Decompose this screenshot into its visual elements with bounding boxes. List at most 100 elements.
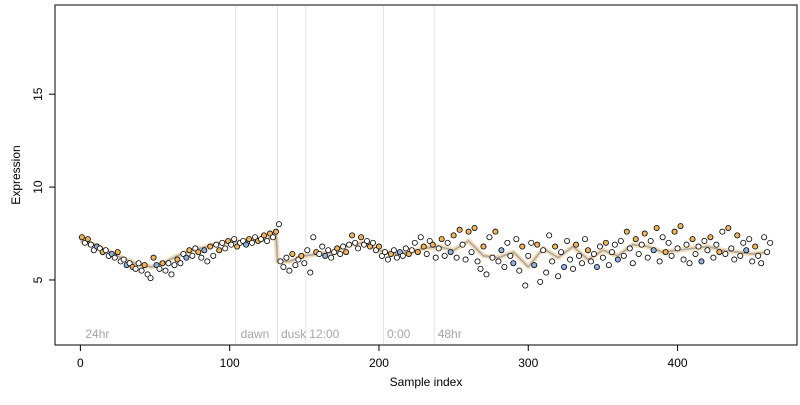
data-point bbox=[275, 221, 282, 228]
data-point bbox=[740, 239, 747, 246]
data-point bbox=[177, 260, 184, 267]
data-point bbox=[582, 236, 589, 243]
data-point bbox=[307, 269, 314, 276]
data-point bbox=[722, 250, 729, 257]
data-point bbox=[767, 239, 774, 246]
data-point bbox=[358, 234, 365, 241]
data-point bbox=[465, 228, 472, 235]
data-point bbox=[731, 256, 738, 263]
data-point bbox=[668, 252, 675, 259]
data-point bbox=[263, 237, 270, 244]
data-point bbox=[516, 267, 523, 274]
data-point bbox=[525, 252, 532, 259]
data-point bbox=[567, 256, 574, 263]
data-point bbox=[552, 243, 559, 250]
data-point bbox=[414, 249, 421, 256]
data-point bbox=[459, 241, 466, 248]
data-point bbox=[147, 275, 154, 282]
data-point bbox=[677, 223, 684, 230]
data-point bbox=[495, 258, 502, 265]
data-point bbox=[165, 260, 172, 267]
data-point bbox=[486, 234, 493, 241]
data-point bbox=[749, 258, 756, 265]
data-point bbox=[647, 237, 654, 244]
data-point bbox=[623, 228, 630, 235]
data-point bbox=[283, 254, 290, 261]
data-point bbox=[629, 260, 636, 267]
data-point bbox=[483, 271, 490, 278]
y-tick-label: 10 bbox=[31, 180, 45, 194]
data-points bbox=[78, 221, 774, 289]
data-point bbox=[343, 249, 350, 256]
data-point bbox=[659, 234, 666, 241]
data-point bbox=[231, 236, 238, 243]
data-point bbox=[216, 247, 223, 254]
data-point bbox=[289, 250, 296, 257]
data-point bbox=[477, 265, 484, 272]
data-point bbox=[364, 237, 371, 244]
data-point bbox=[579, 260, 586, 267]
data-point bbox=[758, 260, 765, 267]
data-point bbox=[632, 236, 639, 243]
data-point bbox=[438, 236, 445, 243]
data-point bbox=[84, 236, 91, 243]
data-point bbox=[390, 247, 397, 254]
data-point bbox=[301, 260, 308, 267]
data-point bbox=[243, 241, 250, 248]
data-point bbox=[210, 252, 217, 259]
data-point bbox=[665, 239, 672, 246]
data-point bbox=[489, 254, 496, 261]
data-point bbox=[695, 243, 702, 250]
data-point bbox=[474, 258, 481, 265]
data-point bbox=[111, 254, 118, 261]
data-point bbox=[704, 247, 711, 254]
data-point bbox=[102, 247, 109, 254]
data-point bbox=[393, 254, 400, 261]
data-point bbox=[249, 239, 256, 246]
data-point bbox=[198, 254, 205, 261]
data-point bbox=[701, 237, 708, 244]
phase-label: dusk bbox=[281, 327, 307, 341]
data-point bbox=[346, 241, 353, 248]
data-point bbox=[761, 234, 768, 241]
data-point bbox=[584, 247, 591, 254]
data-point bbox=[680, 256, 687, 263]
data-point bbox=[159, 260, 166, 267]
data-point bbox=[114, 249, 121, 256]
data-point bbox=[272, 228, 279, 235]
x-tick-label: 100 bbox=[220, 356, 240, 370]
data-point bbox=[620, 252, 627, 259]
data-point bbox=[408, 247, 415, 254]
data-point bbox=[576, 252, 583, 259]
data-point bbox=[590, 250, 597, 257]
data-point bbox=[286, 267, 293, 274]
x-tick-label: 0 bbox=[77, 356, 84, 370]
data-point bbox=[352, 239, 359, 246]
data-point bbox=[355, 245, 362, 252]
data-point bbox=[549, 258, 556, 265]
data-point bbox=[743, 247, 750, 254]
y-axis: 5 10 15 bbox=[31, 87, 56, 283]
data-point bbox=[207, 243, 214, 250]
data-point bbox=[492, 228, 499, 235]
data-point bbox=[689, 236, 696, 243]
data-point bbox=[222, 245, 229, 252]
data-point bbox=[737, 252, 744, 259]
data-point bbox=[280, 263, 287, 270]
data-point bbox=[138, 267, 145, 274]
data-point bbox=[755, 252, 762, 259]
data-point bbox=[269, 234, 276, 241]
x-tick-label: 300 bbox=[518, 356, 538, 370]
plot-frame bbox=[54, 4, 798, 346]
data-point bbox=[528, 239, 535, 246]
data-point bbox=[710, 254, 717, 261]
x-axis: 0 100 200 300 400 bbox=[77, 344, 688, 370]
data-point bbox=[608, 249, 615, 256]
data-point bbox=[447, 249, 454, 256]
data-point bbox=[662, 249, 669, 256]
data-point bbox=[656, 258, 663, 265]
data-point bbox=[674, 245, 681, 252]
data-point bbox=[605, 262, 612, 269]
data-point bbox=[602, 239, 609, 246]
data-point bbox=[522, 282, 529, 289]
